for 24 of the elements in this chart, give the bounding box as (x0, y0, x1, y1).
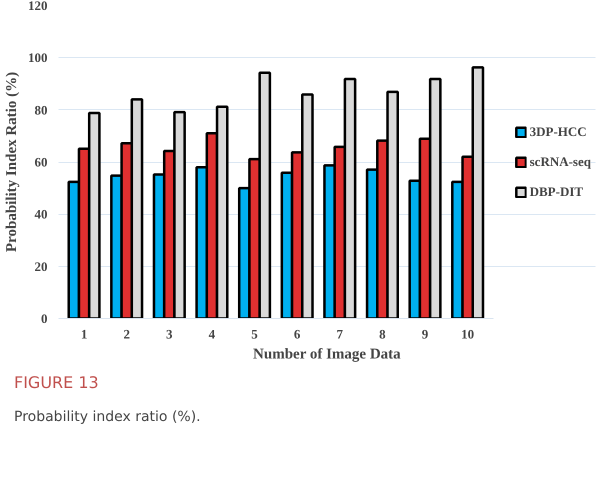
x-axis-title: Number of Image Data (253, 346, 402, 362)
x-tick-label: 7 (336, 326, 344, 342)
x-tick-label: 2 (123, 326, 130, 342)
x-tick-label: 8 (379, 326, 386, 342)
y-tick-label: 80 (34, 102, 48, 118)
x-tick-label: 4 (208, 326, 216, 342)
y-tick-label: 60 (34, 154, 48, 170)
y-tick-label: 40 (34, 206, 48, 222)
y-axis-title: Probability Index Ratio (%) (4, 72, 20, 252)
caption: FIGURE 13 (14, 372, 99, 394)
x-tick-label: 5 (251, 326, 258, 342)
x-tick-label: 10 (461, 326, 474, 342)
y-tick-label: 100 (28, 50, 48, 66)
x-tick-label: 9 (422, 326, 429, 342)
y-tick-label: 120 (28, 0, 48, 13)
legend-label: 3DP-HCC (530, 124, 587, 140)
legend-label: DBP-DIT (530, 184, 584, 200)
x-tick-label: 3 (166, 326, 174, 342)
y-tick-label: 0 (41, 311, 48, 326)
y-tick-label: 20 (34, 258, 48, 274)
x-tick-label: 1 (80, 326, 88, 342)
legend-label: scRNA-seq (530, 154, 591, 170)
text: Probability index ratio (%). (14, 408, 201, 427)
x-tick-label: 6 (294, 326, 301, 342)
